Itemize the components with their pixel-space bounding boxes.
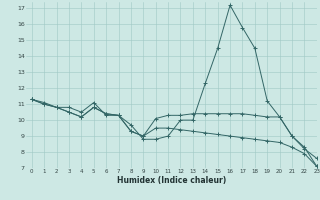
- X-axis label: Humidex (Indice chaleur): Humidex (Indice chaleur): [116, 176, 226, 185]
